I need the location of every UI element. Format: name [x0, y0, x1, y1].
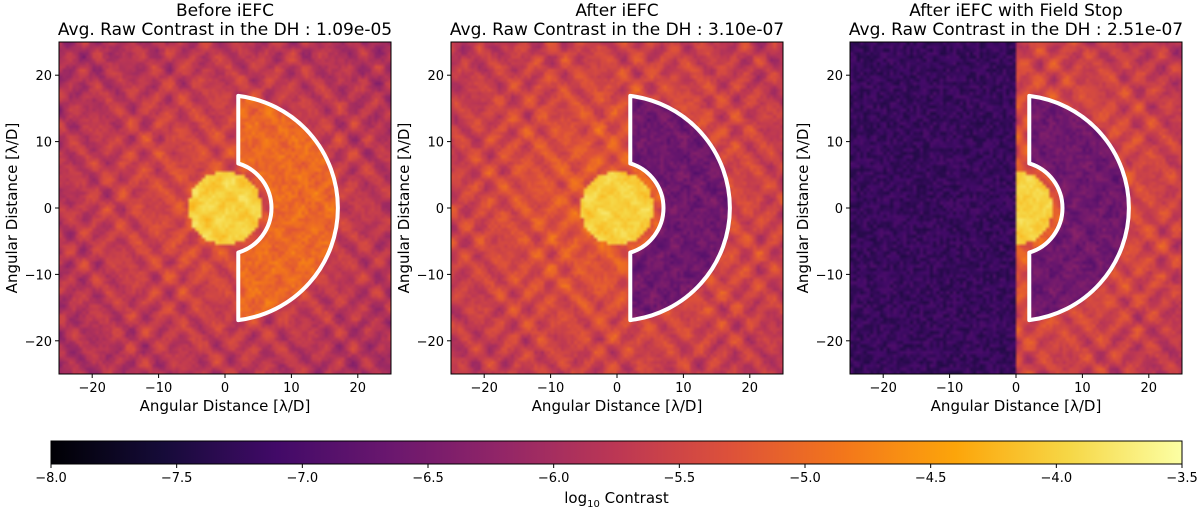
panel-subtitle: Avg. Raw Contrast in the DH : 1.09e-05 — [58, 20, 392, 40]
x-tick-label: 10 — [675, 381, 692, 396]
x-tick-label: 0 — [1012, 381, 1020, 396]
colorbar-tick-label: −7.5 — [161, 471, 193, 486]
heatmap-image — [850, 42, 1182, 374]
panel-title: After iEFC with Field Stop — [909, 1, 1123, 21]
y-tick-label: 10 — [826, 136, 843, 151]
x-tick-label: 10 — [1074, 381, 1091, 396]
x-tick-label: −20 — [78, 381, 105, 396]
x-tick-label: 20 — [350, 381, 367, 396]
heatmap-image — [59, 42, 391, 374]
colorbar-tick-label: −5.0 — [789, 471, 821, 486]
x-tick-label: 0 — [613, 381, 621, 396]
y-axis-label: Angular Distance [λ/D] — [794, 123, 812, 294]
y-tick-label: −10 — [816, 268, 843, 283]
panel-subtitle: Avg. Raw Contrast in the DH : 3.10e-07 — [450, 20, 784, 40]
panel-title: Before iEFC — [176, 1, 274, 21]
y-tick-label: 10 — [35, 136, 52, 151]
dark-hole-outline — [628, 93, 732, 323]
colorbar-tick-label: −6.0 — [538, 471, 570, 486]
panel-subtitle: Avg. Raw Contrast in the DH : 2.51e-07 — [849, 20, 1183, 40]
x-axis-label: Angular Distance [λ/D] — [532, 397, 703, 415]
y-tick-label: −10 — [25, 268, 52, 283]
panel-2: −20 −10 0 10 20 −20 −10 0 10 20 Angular Distance [… — [395, 1, 784, 415]
heatmap-image — [451, 42, 783, 374]
y-tick-label: −10 — [417, 268, 444, 283]
x-tick-label: 20 — [742, 381, 759, 396]
colorbar-gradient — [50, 440, 1183, 465]
colorbar-label: log10 Contrast — [564, 489, 669, 510]
x-tick-label: −10 — [145, 381, 172, 396]
y-tick-label: −20 — [816, 335, 843, 350]
colorbar-tick-label: −4.0 — [1041, 471, 1073, 486]
x-tick-label: −20 — [869, 381, 896, 396]
y-tick-label: −20 — [417, 335, 444, 350]
x-axis-label: Angular Distance [λ/D] — [140, 397, 311, 415]
y-tick-label: 0 — [44, 202, 52, 217]
panel-title: After iEFC — [575, 1, 658, 21]
y-axis-label: Angular Distance [λ/D] — [395, 123, 413, 294]
y-tick-label: 20 — [826, 69, 843, 84]
colorbar-tick-label: −5.5 — [664, 471, 696, 486]
x-tick-label: −10 — [537, 381, 564, 396]
y-tick-label: 0 — [436, 202, 444, 217]
x-tick-label: 10 — [283, 381, 300, 396]
y-tick-label: 20 — [35, 69, 52, 84]
panels: −20 −10 0 10 20 −20 −10 0 10 20 Angular Distance [… — [3, 1, 1183, 415]
x-tick-label: 20 — [1141, 381, 1158, 396]
y-axis-label: Angular Distance [λ/D] — [3, 123, 21, 294]
x-tick-label: −10 — [936, 381, 963, 396]
dark-hole-outline — [1027, 93, 1131, 323]
colorbar-tick-label: −4.5 — [915, 471, 947, 486]
y-tick-label: 20 — [427, 69, 444, 84]
colorbar-tick-label: −6.5 — [412, 471, 444, 486]
colorbar-tick-label: −3.5 — [1166, 471, 1198, 486]
x-tick-label: −20 — [470, 381, 497, 396]
panel-1: −20 −10 0 10 20 −20 −10 0 10 20 Angular Distance [… — [3, 1, 392, 415]
y-tick-label: 10 — [427, 136, 444, 151]
y-tick-label: −20 — [25, 335, 52, 350]
x-axis-label: Angular Distance [λ/D] — [931, 397, 1102, 415]
y-tick-label: 0 — [835, 202, 843, 217]
panel-3: −20 −10 0 10 20 −20 −10 0 10 20 Angular Distance [… — [794, 1, 1183, 415]
colorbar: −8.0 −7.5 −7.0 −6.5 −6.0 −5.5 −5.0 −4.5 −4.0 −3.5… — [35, 440, 1198, 510]
dark-hole-outline — [236, 93, 340, 323]
x-tick-label: 0 — [221, 381, 229, 396]
colorbar-tick-label: −7.0 — [287, 471, 319, 486]
colorbar-tick-label: −8.0 — [35, 471, 67, 486]
